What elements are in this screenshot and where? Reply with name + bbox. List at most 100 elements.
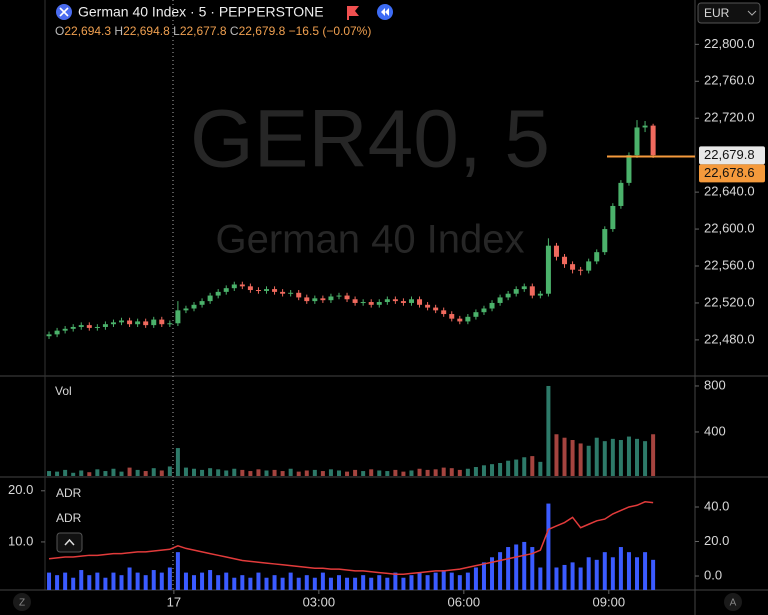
candle-body [505, 293, 511, 298]
candle-body [62, 328, 68, 331]
adr-bar [594, 559, 599, 590]
adr-bar [200, 572, 205, 590]
last-price-box [699, 146, 765, 165]
volume-bar [71, 472, 76, 476]
volume-bar [369, 469, 374, 476]
adr-bar [578, 567, 583, 590]
ohlc-label: L [173, 24, 180, 38]
adr-bar [192, 575, 197, 590]
volume-bar [264, 470, 269, 476]
currency[interactable]: EUR [704, 6, 730, 20]
candle-body [521, 286, 527, 290]
zoom-label[interactable]: Z [19, 598, 25, 609]
candle-body [280, 291, 286, 294]
candle-body [328, 296, 334, 301]
collapse-glyph [64, 538, 75, 546]
candle-body [46, 334, 52, 337]
adr-bar [119, 575, 124, 590]
zoom-button[interactable] [13, 593, 31, 611]
currency-box[interactable] [697, 2, 761, 24]
candle-body [135, 321, 141, 325]
candle-body [70, 326, 76, 329]
adr-bar [264, 577, 269, 590]
volume-bar [562, 437, 567, 476]
x-tick-label: 17 [167, 594, 181, 609]
candle-body [344, 295, 350, 300]
adr-bar [345, 577, 350, 590]
adr-bar [465, 572, 470, 590]
candle-body [457, 318, 463, 322]
volume-bar [312, 469, 317, 476]
candle-body [78, 325, 84, 327]
volume-bar [465, 468, 470, 476]
ohlc-value: 22,677.8 [180, 24, 227, 38]
adr-bar [167, 567, 172, 590]
adr-bar [473, 567, 478, 590]
adr-bar [216, 575, 221, 590]
volume-bar [345, 471, 350, 476]
volume-bar [167, 466, 172, 476]
y-tick-label: 22,520.0 [704, 294, 755, 309]
symbol-title[interactable]: German 40 Index · 5 · PEPPERSTONE [78, 4, 324, 20]
candle-body [473, 312, 479, 317]
volume-bar [135, 469, 140, 476]
volume-bar [602, 441, 607, 476]
candle-body [376, 302, 382, 305]
adr-bar [280, 577, 285, 590]
candle-body [272, 289, 278, 292]
candle-body [191, 304, 197, 309]
volume-bar [192, 468, 197, 476]
volume-bar [457, 469, 462, 476]
volume-bar [385, 471, 390, 476]
candle-body [223, 288, 229, 292]
candle-body [425, 304, 431, 308]
ohlc-label: H [114, 24, 123, 38]
adr-bar [425, 575, 430, 590]
adr-bar [385, 577, 390, 590]
adr-bar [183, 572, 188, 590]
candle-body [360, 302, 366, 304]
candle-body [610, 205, 616, 230]
volume-bar [304, 470, 309, 476]
volume-bar [119, 471, 124, 476]
candle-body [215, 291, 221, 296]
volume-bar [626, 436, 631, 476]
ohlc-change: −16.5 (−0.07%) [289, 24, 372, 38]
volume-bar [224, 470, 229, 476]
watermark-name: German 40 Index [215, 218, 524, 262]
candle-body [626, 155, 632, 183]
candle-body [513, 289, 519, 294]
candle-body [336, 295, 342, 297]
y-tick-label: 0.0 [704, 567, 722, 582]
volume-bar [328, 469, 333, 476]
legend-entry: ADR [56, 486, 82, 500]
volume-bar [200, 469, 205, 476]
adr-bar [554, 567, 559, 590]
volume-bar [449, 468, 454, 476]
flag-icon[interactable] [347, 6, 359, 20]
volume-bar [55, 471, 60, 476]
bid-price-box [699, 164, 765, 183]
adr-bar [304, 575, 309, 590]
candle-body [159, 319, 165, 325]
candle-body [441, 310, 447, 315]
volume-bar [288, 468, 293, 476]
bid-price-label: 22,678.6 [704, 165, 755, 180]
volume-bar [111, 468, 116, 476]
adr-bar [618, 547, 623, 590]
auto-label[interactable]: A [730, 598, 737, 609]
volume-bar [248, 471, 253, 476]
volume-title: Vol [55, 384, 72, 398]
adr-bar [55, 575, 60, 590]
y-tick-label: 22,480.0 [704, 331, 755, 346]
volume-bar [481, 465, 486, 476]
collapse-button[interactable] [56, 532, 83, 553]
auto-button[interactable] [724, 593, 742, 611]
adr-bar [353, 577, 358, 590]
volume-bar [208, 468, 213, 476]
symbol-icon-glyph [59, 7, 69, 17]
candle-body [175, 310, 181, 324]
y-tick-label: 400 [704, 423, 726, 438]
adr-bar [651, 559, 656, 590]
